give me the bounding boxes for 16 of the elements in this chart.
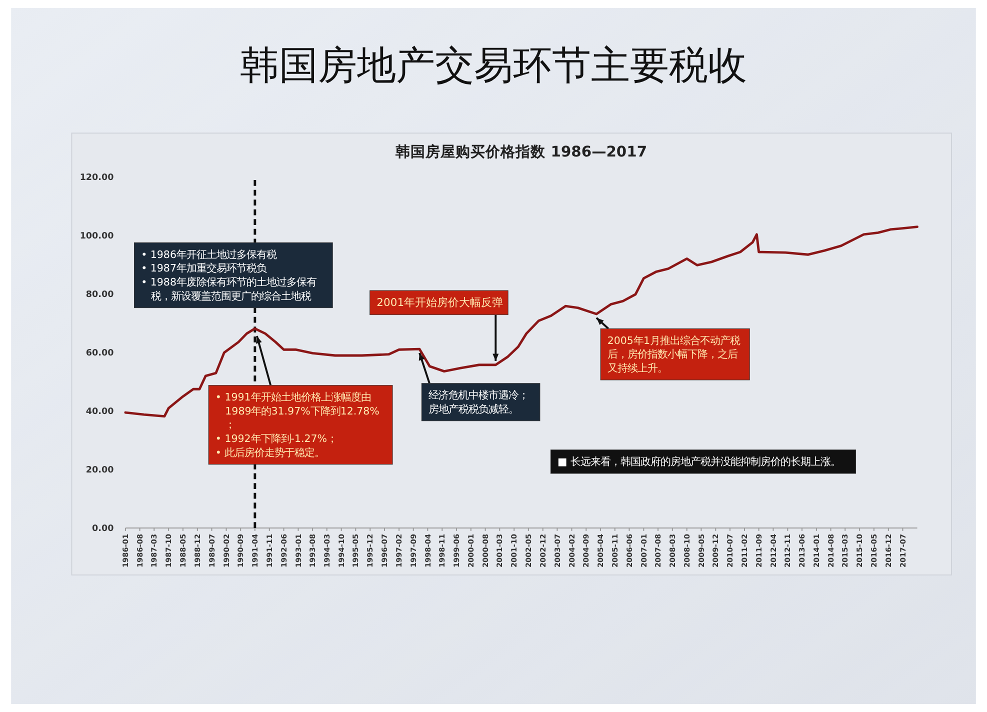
y-tick-label: 120.00	[80, 173, 114, 184]
y-tick-label: 100.00	[80, 232, 114, 242]
y-tick-label: 80.00	[86, 290, 114, 300]
chart-subtitle: 韩国房屋购买价格指数 1986—2017	[394, 142, 648, 161]
y-tick-label: 0.00	[92, 524, 114, 534]
annotation: 2001年开始房价大幅反弹	[376, 296, 504, 310]
chart-title: 韩国房地产交易环节主要税收	[240, 43, 747, 88]
annotation: 2005年1月推出综合不动产税后，房价指数小幅下降，之后又持续上升。	[607, 334, 740, 374]
annotation: • 1986年开征土地过多保有税 • 1987年加重交易环节税负 • 1988年废除保有环节的土地过多保有税，新设覆盖范围更广的综合土地税	[141, 248, 316, 302]
y-tick-label: 20.00	[86, 466, 114, 476]
annotation: ■ 长远来看，韩国政府的房地产税并没能抑制房价的长期上涨。	[558, 456, 840, 468]
y-tick-label: 40.00	[86, 407, 114, 418]
annotation: 经济危机中楼市遇冷；房地产税税负减轻。	[428, 390, 528, 416]
line-series	[124, 226, 918, 418]
annotation: • 1991年开始土地价格上涨幅度由1989年的31.97%下降到12.78%； • 1992年下降到-1.27%； • 此后房价走势于稳定。	[215, 391, 380, 459]
y-tick-label: 60.00	[86, 348, 114, 359]
